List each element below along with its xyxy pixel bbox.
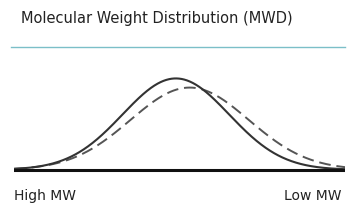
Text: Low MW: Low MW [284,189,342,203]
Text: High MW: High MW [14,189,76,203]
Text: Molecular Weight Distribution (MWD): Molecular Weight Distribution (MWD) [21,11,293,26]
